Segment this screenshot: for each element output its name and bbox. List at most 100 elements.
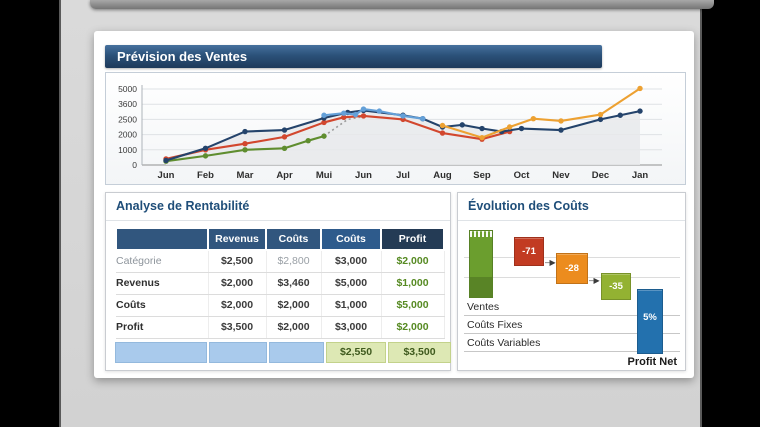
serie-red-point: [360, 113, 367, 119]
footer-total: $3,500: [388, 342, 451, 363]
serie-red-point: [341, 114, 347, 121]
serie-lightblue-point: [420, 116, 426, 122]
x-tick-label: Jun: [158, 170, 175, 181]
sales-chart-header: Prévision des Ventes: [105, 45, 602, 68]
footer-cell-empty: [269, 342, 324, 363]
table-header: Profit: [380, 227, 445, 251]
table-cell: $3,000: [321, 316, 382, 339]
x-tick-label: Dec: [592, 170, 609, 181]
serie-navy-point: [202, 145, 209, 151]
table-cell: $1,000: [381, 272, 445, 295]
table-cell: $5,000: [381, 294, 445, 317]
ventes-bar: [469, 230, 493, 298]
window-title-bar: [90, 0, 714, 9]
serie-lightblue-point: [352, 111, 359, 118]
serie-green-point: [242, 147, 248, 153]
serie-red-point: [321, 119, 327, 126]
table-cell: $3,500: [208, 316, 267, 339]
table-cell: $5,000: [321, 272, 382, 295]
x-tick-label: Mui: [316, 170, 332, 181]
x-tick-label: Jun: [355, 170, 372, 181]
serie-green-point: [202, 153, 209, 159]
serie-orange-point: [506, 124, 513, 130]
x-tick-label: Jan: [632, 170, 649, 181]
serie-navy-point: [637, 108, 643, 114]
sales-line-chart: 0 1000 2000 2500 3600 5000 Jun Feb Mar Apr Mui Jun J…: [118, 84, 662, 181]
table-row: Revenus $2,000 $3,460 $5,000 $1,000: [116, 272, 445, 295]
serie-navy-point: [597, 116, 604, 123]
x-tick-label: Oct: [514, 170, 531, 181]
row-label: Catégorie: [116, 250, 209, 273]
video-stage: Prévision des Ventes 0 1000 2000 2500 3600 50…: [59, 0, 714, 427]
serie-red-point: [281, 134, 288, 140]
marge-value: -35: [609, 281, 623, 292]
table-row: Profit $3,500 $2,000 $3,000 $2,000: [116, 316, 445, 339]
serie-navy-point: [479, 125, 485, 132]
x-tick-label: Apr: [276, 170, 293, 181]
y-tick-label: 0: [132, 160, 137, 170]
footer-cell-empty: [115, 342, 207, 363]
x-tick-label: Nev: [552, 170, 570, 181]
table-cell: $3,460: [266, 272, 322, 295]
waterfall-category-ventes: Ventes: [464, 298, 680, 316]
x-tick-label: Feb: [197, 170, 214, 181]
table-header: Coûts: [265, 227, 322, 251]
sales-chart-title: Prévision des Ventes: [117, 49, 248, 64]
marge-bar: -35: [601, 273, 631, 300]
serie-navy-point: [617, 112, 623, 118]
y-tick-label: 5000: [118, 84, 137, 94]
serie-green-point: [321, 133, 327, 139]
serie-red-point: [439, 130, 446, 136]
serie-navy-point: [518, 125, 525, 132]
serie-red-point: [242, 141, 248, 147]
waterfall-category-couts-fixes: Coûts Fixes: [464, 316, 680, 334]
y-tick-label: 2000: [118, 130, 137, 140]
footer-cell-empty: [209, 342, 267, 363]
row-label: Coûts: [116, 294, 209, 317]
serie-green-point: [281, 145, 288, 151]
table-cell: $2,000: [208, 294, 267, 317]
costs-card: Évolution des Coûts Ventes Coûts Fixes C…: [457, 192, 686, 371]
x-tick-label: Sep: [473, 170, 491, 181]
serie-orange-point: [439, 122, 446, 129]
table-cell: $2,000: [208, 272, 267, 295]
serie-navy-point: [459, 122, 465, 128]
profit-net-bar: 5%: [637, 289, 663, 354]
serie-navy-point: [558, 127, 564, 133]
table-row: Coûts $2,000 $2,000 $1,000 $5,000: [116, 294, 445, 317]
serie-orange-point: [597, 111, 604, 118]
connector-arrow-icon: –▶: [545, 258, 556, 267]
serie-lightblue-point: [376, 108, 382, 114]
table-cell: $2,800: [266, 250, 322, 273]
serie-green-line: [165, 135, 325, 163]
serie-navy-line: [165, 109, 641, 162]
dashboard-panel: Prévision des Ventes 0 1000 2000 2500 3600 50…: [94, 31, 694, 378]
y-tick-label: 1000: [118, 145, 137, 155]
serie-navy-point: [163, 157, 169, 164]
y-tick-label: 3600: [118, 99, 137, 109]
row-label: Profit: [116, 316, 209, 339]
profitability-card: Analyse de Rentabilité Revenus Coûts Coûts…: [105, 192, 451, 371]
serie-orange-point: [558, 118, 564, 124]
connector-arrow-icon: –▶: [589, 276, 600, 285]
x-tick-label: Aug: [433, 170, 452, 181]
costs-title: Évolution des Coûts: [458, 193, 685, 221]
serie-navy-point: [242, 128, 248, 135]
sales-chart-card: 0 1000 2000 2500 3600 5000 Jun Feb Mar Apr Mui Jun J…: [105, 72, 686, 185]
serie-lightblue-point: [321, 112, 327, 118]
serie-lightblue-point: [360, 106, 367, 112]
table-cell: $2,000: [381, 250, 445, 273]
table-cell: $2,000: [266, 294, 322, 317]
profit-net-label: Profit Net: [627, 356, 678, 368]
profit-table: Revenus Coûts Coûts Profit Catégorie $2,500 $2…: [115, 227, 445, 339]
serie-lightblue-point: [400, 113, 406, 119]
area-fill: [166, 110, 640, 165]
profit-table-body: Revenus Coûts Coûts Profit Catégorie $2,500 $2…: [115, 227, 445, 339]
checker-pattern: [470, 231, 492, 237]
table-cell: $2,000: [381, 316, 445, 339]
table-cell: $1,000: [321, 294, 382, 317]
serie-orange-point: [479, 134, 485, 141]
serie-navy-point: [281, 127, 288, 133]
table-header-row: Revenus Coûts Coûts Profit: [115, 227, 445, 251]
row-label: Revenus: [116, 272, 209, 295]
